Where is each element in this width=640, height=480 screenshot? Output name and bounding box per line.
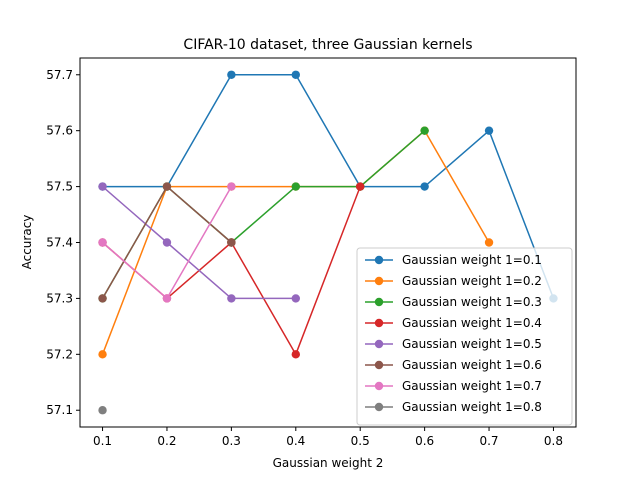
series-5 <box>98 182 300 303</box>
data-point <box>484 238 494 247</box>
x-tick-label: 0.6 <box>415 434 434 448</box>
legend-marker <box>374 339 384 349</box>
x-axis: 0.1 0.2 0.3 0.4 0.5 0.6 0.7 0.8 <box>93 427 563 448</box>
data-point <box>98 350 107 359</box>
data-point <box>162 294 172 303</box>
data-point <box>291 70 300 79</box>
legend-item: Gaussian weight 1=0.4 <box>365 316 542 330</box>
legend-box <box>356 247 573 426</box>
series-line <box>102 186 296 300</box>
y-tick-label: 57.1 <box>46 403 73 417</box>
data-point <box>162 238 172 247</box>
chart-title: CIFAR-10 dataset, three Gaussian kernels <box>183 37 472 53</box>
legend: Gaussian weight 1=0.1 Gaussian weight 1=0… <box>356 247 573 426</box>
series-7 <box>98 182 236 303</box>
series-line <box>102 74 555 299</box>
legend-item: Gaussian weight 1=0.8 <box>365 400 542 414</box>
x-tick-label: 0.3 <box>222 434 241 448</box>
legend-item: Gaussian weight 1=0.5 <box>365 337 542 351</box>
legend-label: Gaussian weight 1=0.3 <box>402 295 542 309</box>
data-point <box>484 126 494 135</box>
legend-label: Gaussian weight 1=0.7 <box>402 379 542 393</box>
data-point <box>98 406 107 415</box>
series-layer <box>98 70 558 415</box>
legend-item: Gaussian weight 1=0.3 <box>365 295 542 309</box>
legend-marker <box>374 276 384 286</box>
legend-label: Gaussian weight 1=0.4 <box>402 316 542 330</box>
legend-item: Gaussian weight 1=0.7 <box>365 379 542 393</box>
x-axis-label: Gaussian weight 2 <box>273 456 384 470</box>
y-tick-label: 57.6 <box>46 124 73 138</box>
legend-item: Gaussian weight 1=0.6 <box>365 358 542 372</box>
data-point <box>98 294 107 303</box>
legend-marker <box>374 360 384 370</box>
legend-marker <box>374 381 384 391</box>
data-point <box>98 238 107 247</box>
y-tick-label: 57.3 <box>46 291 73 305</box>
legend-marker <box>374 318 384 328</box>
legend-marker <box>374 402 384 412</box>
x-tick-label: 0.7 <box>479 434 498 448</box>
legend-item: Gaussian weight 1=0.2 <box>365 274 542 288</box>
data-point <box>420 126 429 135</box>
legend-label: Gaussian weight 1=0.6 <box>402 358 542 372</box>
legend-label: Gaussian weight 1=0.8 <box>402 400 542 414</box>
series-8 <box>98 406 107 415</box>
x-tick-label: 0.4 <box>286 434 305 448</box>
data-point <box>227 238 236 247</box>
legend-label: Gaussian weight 1=0.1 <box>402 253 542 267</box>
y-tick-label: 57.5 <box>46 180 73 194</box>
y-tick-label: 57.7 <box>46 68 73 82</box>
x-tick-label: 0.1 <box>93 434 112 448</box>
legend-item: Gaussian weight 1=0.1 <box>365 253 542 267</box>
legend-marker <box>374 255 384 265</box>
y-tick-label: 57.2 <box>46 347 73 361</box>
data-point <box>98 182 107 191</box>
data-point <box>356 182 365 191</box>
data-point <box>291 182 300 191</box>
data-point <box>162 182 172 191</box>
data-point <box>291 294 300 303</box>
legend-label: Gaussian weight 1=0.2 <box>402 274 542 288</box>
plot-frame <box>79 57 577 428</box>
legend-marker <box>374 297 384 307</box>
legend-label: Gaussian weight 1=0.5 <box>402 337 542 351</box>
data-point <box>420 182 429 191</box>
y-axis: 57.1 57.2 57.3 57.4 57.5 57.6 57.7 <box>46 68 80 417</box>
y-tick-label: 57.4 <box>46 236 73 250</box>
data-point <box>227 70 236 79</box>
data-point <box>227 182 236 191</box>
y-axis-label: Accuracy <box>20 215 34 270</box>
x-tick-label: 0.2 <box>157 434 176 448</box>
x-tick-label: 0.5 <box>351 434 370 448</box>
data-point <box>227 294 236 303</box>
x-tick-label: 0.8 <box>544 434 563 448</box>
data-point <box>291 350 300 359</box>
